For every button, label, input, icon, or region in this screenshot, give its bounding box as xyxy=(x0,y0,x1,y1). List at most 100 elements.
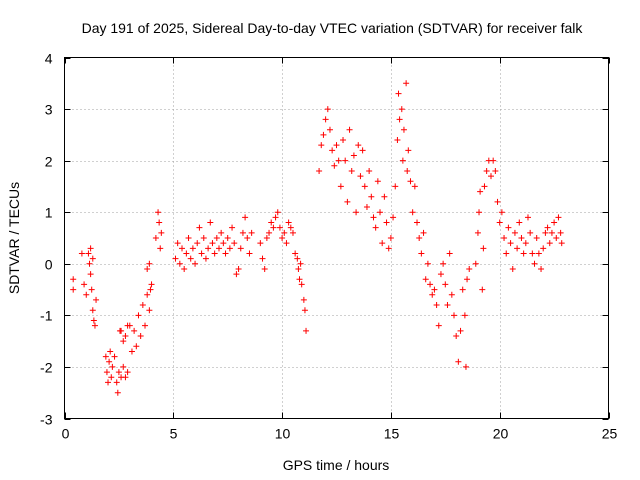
data-point xyxy=(244,235,251,241)
data-point xyxy=(355,142,362,149)
data-point xyxy=(128,348,135,355)
data-point xyxy=(481,183,488,190)
data-point xyxy=(466,265,473,272)
data-point xyxy=(113,379,120,386)
data-point xyxy=(276,224,283,231)
data-point xyxy=(405,147,412,154)
data-point xyxy=(189,245,196,252)
data-point xyxy=(529,250,536,257)
data-point xyxy=(111,353,118,360)
data-point xyxy=(551,219,558,226)
data-point xyxy=(359,147,366,154)
data-point xyxy=(272,214,279,221)
data-point xyxy=(540,245,547,252)
data-point xyxy=(246,250,253,257)
data-point xyxy=(120,363,127,370)
plot-frame xyxy=(64,57,609,419)
data-point xyxy=(235,265,242,272)
data-point xyxy=(326,126,333,133)
data-point xyxy=(147,286,154,293)
data-point xyxy=(205,245,212,252)
data-point xyxy=(89,307,96,314)
data-point xyxy=(300,296,307,303)
data-point xyxy=(524,214,531,221)
data-point xyxy=(124,369,131,376)
data-point xyxy=(366,167,373,174)
data-point xyxy=(187,255,194,262)
data-point xyxy=(281,229,288,236)
data-point xyxy=(287,224,294,231)
data-point xyxy=(270,224,277,231)
data-point xyxy=(553,235,560,241)
data-point xyxy=(433,302,440,309)
data-point xyxy=(137,332,144,339)
data-point xyxy=(81,281,88,288)
data-point xyxy=(331,162,338,169)
data-point xyxy=(107,348,114,355)
data-point xyxy=(487,173,494,180)
x-tick-label: 10 xyxy=(275,426,291,442)
data-point xyxy=(546,240,553,247)
data-point xyxy=(296,276,303,283)
data-point xyxy=(522,240,529,247)
y-tick-label: 3 xyxy=(45,102,53,118)
data-point xyxy=(474,229,481,236)
data-point xyxy=(427,281,434,288)
data-point xyxy=(457,327,464,334)
data-point xyxy=(420,229,427,236)
data-point xyxy=(218,229,225,236)
data-point xyxy=(411,183,418,190)
data-point xyxy=(483,167,490,174)
data-point xyxy=(220,240,227,247)
x-tick-label: 5 xyxy=(170,426,178,442)
data-point xyxy=(133,343,140,350)
data-point xyxy=(379,240,386,247)
x-tick-label: 0 xyxy=(62,426,70,442)
data-point xyxy=(368,193,375,200)
data-point xyxy=(453,332,460,339)
data-point xyxy=(399,157,406,164)
data-point xyxy=(239,229,246,236)
data-point xyxy=(557,229,564,236)
data-point xyxy=(503,250,510,257)
y-tick-label: 0 xyxy=(45,257,53,273)
data-point xyxy=(387,235,394,241)
data-point xyxy=(135,312,142,319)
y-tick-labels: -3 -2 -1 0 1 2 3 4 xyxy=(40,51,53,428)
data-point xyxy=(87,271,94,278)
data-point xyxy=(333,142,340,149)
data-point xyxy=(342,157,349,164)
data-point xyxy=(207,219,214,226)
data-point xyxy=(301,307,308,314)
data-point xyxy=(261,265,268,272)
data-point xyxy=(472,260,479,267)
data-point xyxy=(395,90,402,97)
data-point xyxy=(181,265,188,272)
data-point xyxy=(527,229,534,236)
x-tick-label: 25 xyxy=(602,426,618,442)
data-point xyxy=(283,240,290,247)
data-point xyxy=(316,167,323,174)
data-point xyxy=(372,224,379,231)
data-point xyxy=(298,281,305,288)
data-point xyxy=(122,374,129,381)
data-point xyxy=(268,219,275,226)
data-point xyxy=(202,255,209,262)
data-point xyxy=(476,209,483,216)
data-point xyxy=(303,327,310,334)
data-point xyxy=(498,209,505,216)
data-point xyxy=(87,245,94,252)
data-point xyxy=(174,240,181,247)
data-point xyxy=(157,245,164,252)
data-point xyxy=(464,276,471,283)
y-tick-label: 2 xyxy=(45,154,53,170)
data-point xyxy=(431,286,438,293)
data-point xyxy=(108,374,115,381)
data-point xyxy=(518,235,525,241)
data-point xyxy=(213,235,220,241)
data-point xyxy=(109,363,116,370)
x-tick-label: 15 xyxy=(384,426,400,442)
data-point xyxy=(509,265,516,272)
data-point xyxy=(403,80,410,87)
data-point xyxy=(192,260,199,267)
